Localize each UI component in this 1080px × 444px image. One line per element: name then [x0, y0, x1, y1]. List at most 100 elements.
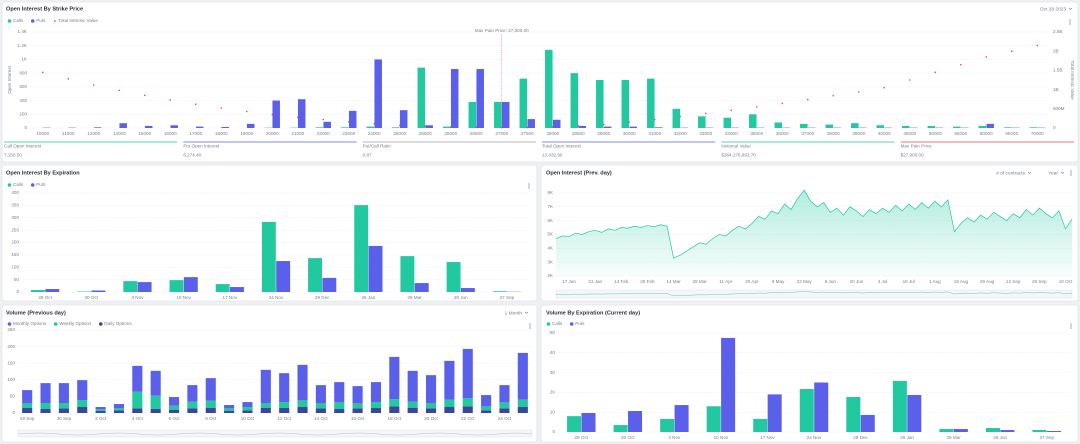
x-tick-label: 15000	[138, 131, 151, 136]
bar-segment	[352, 386, 363, 404]
menu-icon[interactable]	[1070, 323, 1072, 329]
x-tick-label: 36000	[776, 131, 789, 136]
bar-segment	[95, 409, 106, 412]
x-tick-label: 24 Oct	[498, 416, 512, 421]
scatter-point	[347, 121, 350, 123]
bar	[1032, 430, 1047, 432]
y-tick-label: 30	[550, 370, 556, 375]
x-tick-label: 29 Aug	[980, 279, 995, 284]
bar-segment	[407, 407, 418, 413]
y-tick-label: 200	[11, 240, 19, 245]
menu-icon[interactable]	[1070, 170, 1072, 176]
bar	[825, 124, 834, 128]
bar	[660, 418, 675, 432]
bar-segment	[297, 400, 308, 408]
scatter-point	[194, 103, 197, 105]
legend-label: Calls	[13, 182, 24, 187]
bar	[460, 288, 475, 292]
x-tick-label: 25000	[393, 131, 406, 136]
x-tick-label: 29 Mar	[407, 295, 422, 300]
bar-segment	[40, 409, 51, 413]
bar	[578, 125, 586, 128]
bar	[137, 282, 152, 292]
y-tick-label: 3K	[547, 259, 554, 264]
bar	[246, 123, 255, 128]
bar-segment	[425, 403, 437, 409]
x-tick-label: 17 Jan	[562, 279, 576, 284]
x-tick-label: 27 Sep	[1039, 435, 1054, 440]
bar	[297, 99, 306, 128]
y-tick-label: 200	[7, 344, 15, 349]
legend-marker	[53, 322, 58, 326]
x-tick-label: 9 May	[772, 279, 785, 284]
bar-segment	[242, 402, 253, 408]
bar-segment	[352, 408, 363, 413]
panel-title: Volume (Previous day)	[6, 310, 66, 316]
x-tick-label: 55000	[954, 131, 967, 136]
scatter-point	[934, 71, 937, 74]
bar-segment	[260, 403, 271, 408]
x-tick-label: 23 May	[797, 279, 813, 284]
bar	[414, 283, 429, 292]
bar	[169, 280, 184, 292]
scatter-point	[1010, 50, 1013, 52]
stat-label: Put Open Interest	[183, 144, 220, 149]
bar-segment	[297, 364, 308, 401]
x-tick-label: 33000	[699, 131, 712, 136]
x-tick-label: 18 Oct	[388, 416, 402, 421]
bar	[985, 428, 1000, 432]
bar-segment	[242, 407, 253, 411]
menu-icon[interactable]	[528, 183, 530, 189]
legend-label: Puts	[575, 321, 585, 326]
bar	[45, 289, 60, 292]
bar-segment	[444, 407, 455, 413]
bar	[119, 123, 127, 128]
x-tick-label: 15 Aug	[954, 279, 969, 284]
y-tick-label: 7K	[547, 204, 554, 209]
date-selector[interactable]: Oct 28 2023	[1040, 6, 1066, 12]
scatter-point	[551, 126, 554, 128]
scatter-point	[92, 84, 95, 86]
bar-segment	[315, 385, 326, 404]
area	[556, 190, 1072, 276]
scatter-point	[679, 115, 682, 118]
scatter-point	[245, 110, 248, 113]
stat-value: 6,274.40	[183, 153, 201, 158]
x-tick-label: 26 Sep	[1032, 279, 1047, 284]
x-tick-label: 22 Oct	[461, 416, 475, 421]
navigator[interactable]	[555, 289, 1073, 299]
bar	[315, 127, 324, 128]
bar-segment	[168, 409, 180, 413]
range-selector[interactable]: 1 Month	[505, 310, 523, 316]
x-tick-label: 27500	[521, 131, 534, 136]
menu-icon[interactable]	[529, 323, 531, 329]
x-tick-label: 12 Oct	[277, 416, 291, 421]
x-tick-label: 38000	[827, 131, 840, 136]
bar-segment	[279, 408, 290, 413]
units-selector[interactable]: # of contracts	[996, 170, 1025, 176]
bar-segment	[462, 406, 473, 413]
y-tick-label: 40	[550, 350, 556, 355]
scatter-point	[41, 71, 44, 74]
legend-marker	[546, 322, 551, 326]
x-tick-label: 11000	[62, 131, 75, 136]
x-tick-label: 31 Jan	[588, 279, 602, 284]
bar-segment	[389, 356, 400, 400]
bar	[468, 101, 477, 128]
y-tick-label: 8K	[547, 190, 554, 195]
bar	[596, 80, 604, 128]
bar	[91, 290, 106, 292]
stat-value: $27,000.00	[901, 153, 924, 158]
range-selector[interactable]: Year	[1048, 170, 1058, 176]
bar	[846, 396, 861, 432]
bar	[767, 394, 782, 432]
scatter-point	[271, 113, 274, 116]
navigator[interactable]	[17, 429, 533, 438]
bar	[721, 337, 736, 432]
bar-segment	[499, 408, 510, 413]
legend-label: Monthly Options	[13, 321, 47, 326]
bar	[706, 406, 721, 432]
stat-label: Max Pain Price	[901, 144, 932, 149]
menu-icon[interactable]	[1069, 19, 1071, 25]
legend-marker	[7, 19, 12, 23]
